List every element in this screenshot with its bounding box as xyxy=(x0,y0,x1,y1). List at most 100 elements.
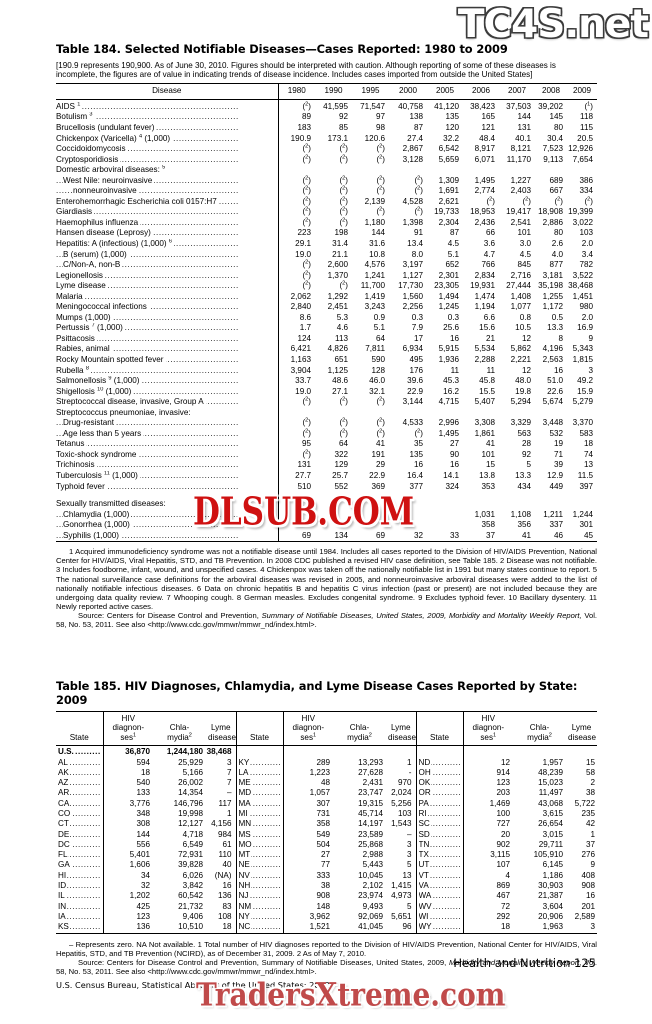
rule-cell xyxy=(463,932,513,934)
rule-cell xyxy=(236,932,283,934)
data-cell: 3,370 xyxy=(572,418,593,428)
data-cell: 7.9 xyxy=(411,323,423,333)
data-cell: 8,917 xyxy=(474,144,495,154)
table-row: Mumps (1,000) 8.6 5.3 0.9 0.3 0.3 6.6 0.8 0.5 2.0 xyxy=(56,312,597,324)
data-cell: 38 xyxy=(320,881,330,891)
disease-label-cell: Salmonellosis 9 (1,000) xyxy=(56,376,279,387)
table-row: Psittacosis 124 113 64 17 16 21 12 8 9 xyxy=(56,333,597,345)
rule-cell xyxy=(206,932,236,934)
table-row: Enterohemorrhagic Escherichia coli 0157:… xyxy=(56,196,597,208)
data-cell: 26,002 xyxy=(178,778,203,788)
table-bottom-rule xyxy=(56,932,597,934)
data-cell: 510 xyxy=(297,481,311,491)
disease-label-cell: Sexually transmitted diseases: xyxy=(56,499,279,510)
data-cell: 4.5 xyxy=(447,238,459,248)
data-cell: 1,186 xyxy=(542,870,563,880)
data-cell: 1,172 xyxy=(542,302,563,312)
data-cell: – xyxy=(386,829,417,840)
data-cell: 845 xyxy=(517,260,531,270)
data-cell: 1,408 xyxy=(510,291,531,301)
col-header-2007: 2007 xyxy=(499,83,535,101)
data-cell: 120.6 xyxy=(364,133,385,143)
source-prefix: Source: Centers for Disease Control and … xyxy=(78,610,259,620)
data-cell xyxy=(315,520,352,531)
data-cell xyxy=(463,408,499,419)
data-cell: 25.6 xyxy=(443,323,459,333)
table-184-body: AIDS 1 (2) 41,595 71,547 40,758 41,120 38,423 3… xyxy=(56,99,597,543)
data-cell: 667 xyxy=(549,186,563,196)
data-cell: 32.1 xyxy=(369,386,385,396)
data-cell: 87 xyxy=(449,228,459,238)
data-cell: 2 xyxy=(590,778,595,788)
disease-label-cell: Pertussis 7 (1,000) xyxy=(56,323,279,334)
data-cell: 369 xyxy=(371,481,385,491)
source-suffix: Vol. 58, No. 53, 2011. See also <http://… xyxy=(56,957,597,976)
data-cell: 40,758 xyxy=(398,101,423,111)
data-cell: 3,128 xyxy=(402,154,423,164)
data-cell: 5,659 xyxy=(438,154,459,164)
data-cell: 105,910 xyxy=(533,850,563,860)
state-label-cell: WI xyxy=(416,911,464,923)
data-cell: 6,542 xyxy=(438,144,459,154)
data-cell: 1,227 xyxy=(510,175,531,185)
data-cell: 9 xyxy=(590,860,595,870)
data-cell: 138 xyxy=(409,112,423,122)
table-184-footnotes: 1 Acquired immunodeficiency syndrome was… xyxy=(56,547,597,611)
table-bottom-rule xyxy=(56,541,597,543)
data-cell: 2,403 xyxy=(510,186,531,196)
data-cell xyxy=(567,499,597,510)
table-row: Typhoid fever 510 552 369 377 324 353 434 449 397 xyxy=(56,481,597,493)
data-cell: 33 xyxy=(449,530,459,540)
data-cell: 41 xyxy=(521,530,531,540)
data-cell: 18 xyxy=(500,922,510,932)
footnote-marker: 2 xyxy=(379,417,383,424)
data-cell: 276 xyxy=(581,850,595,860)
data-cell xyxy=(352,499,389,510)
state-label-cell: TX xyxy=(416,850,464,861)
data-cell: 5 xyxy=(386,901,417,912)
rule-cell xyxy=(315,541,352,543)
footnote-marker: 2 xyxy=(305,449,309,456)
page-source-line: U.S. Census Bureau, Statistical Abstract… xyxy=(56,980,330,990)
rule-cell xyxy=(389,541,427,543)
state-label-cell: CA xyxy=(56,798,104,809)
disease-label-cell: Chickenpox (Varicella) 4 (1,000) xyxy=(56,133,279,145)
hiv-line3: ses xyxy=(300,732,314,742)
table-row: Streptococcus pneumoniae, invasive: xyxy=(56,407,597,419)
footnote-marker: 5 xyxy=(162,165,166,171)
lyme-line1: Lyme xyxy=(390,723,411,733)
data-cell: 549 xyxy=(316,829,330,839)
data-cell: 308 xyxy=(136,819,150,829)
table-row: Rocky Mountain spotted fever 1,163 651 590 4… xyxy=(56,354,597,366)
data-cell: 5,722 xyxy=(574,798,595,808)
data-cell: 1,127 xyxy=(402,270,423,280)
data-cell: 2,062 xyxy=(290,291,311,301)
state-label-cell: CT xyxy=(56,819,104,830)
data-cell: 908 xyxy=(581,881,595,891)
data-cell: 113 xyxy=(335,333,348,343)
data-cell: 16 xyxy=(553,365,563,375)
data-cell: 9 xyxy=(588,333,593,343)
data-cell: 3,022 xyxy=(572,217,593,227)
data-cell: 131 xyxy=(297,460,311,470)
data-cell: 72 xyxy=(500,901,510,911)
table-row: Sexually transmitted diseases: xyxy=(56,499,597,510)
state-label-cell: MT xyxy=(236,850,284,861)
table-184-source: Source: Centers for Disease Control and … xyxy=(56,611,597,629)
data-cell: 1,031 xyxy=(474,509,495,519)
spacer-cell xyxy=(56,492,279,500)
data-cell: (NA) xyxy=(206,870,237,882)
disease-label-cell: nonneuroinvasive xyxy=(56,186,279,197)
data-cell: 203 xyxy=(496,788,510,798)
state-label-cell: PA xyxy=(416,798,464,809)
data-cell: 2,288 xyxy=(474,354,495,364)
data-cell: 1,077 xyxy=(510,302,531,312)
footnote-marker: 2 xyxy=(342,174,346,181)
data-cell: 100 xyxy=(496,809,510,818)
disease-label-cell: Giardiasis xyxy=(56,207,279,218)
disease-label-cell: Drug-resistant xyxy=(56,418,279,429)
data-cell: 108 xyxy=(206,911,237,923)
rule-cell xyxy=(499,541,535,543)
table-185-header-row: State HIV diagnon- ses1 Chla- mydia2 Lym… xyxy=(56,711,597,746)
data-cell: 146,796 xyxy=(173,798,203,808)
